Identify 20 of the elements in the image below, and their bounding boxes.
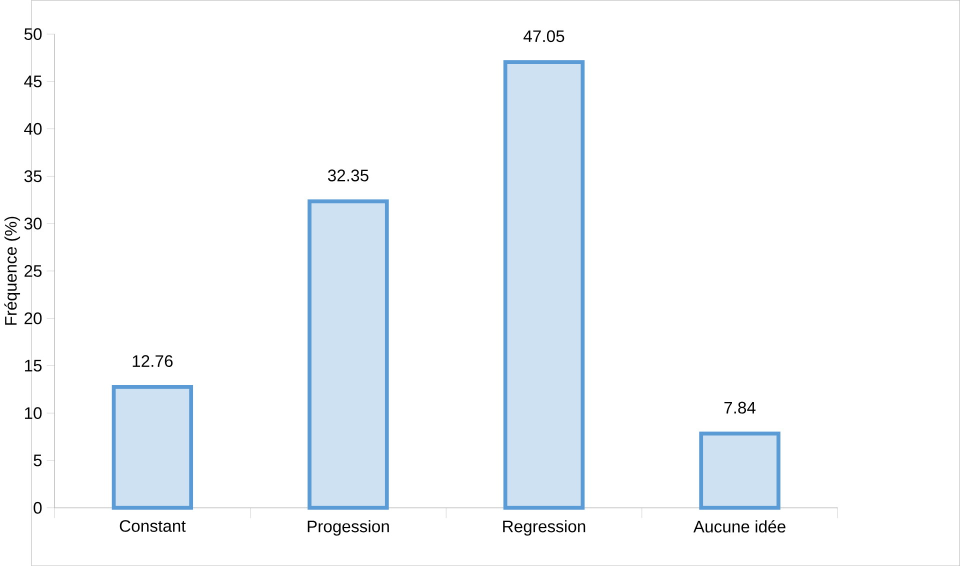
data-label: 12.76 — [132, 355, 173, 367]
y-tick-label: 0 — [34, 502, 42, 514]
data-label: 32.35 — [328, 170, 368, 182]
x-tick-label: Constant — [120, 520, 186, 532]
y-tick-label: 5 — [34, 454, 42, 466]
data-label: 47.05 — [523, 30, 564, 42]
y-tick-label: 35 — [24, 170, 42, 182]
y-tick-label: 30 — [24, 218, 42, 230]
y-tick-label: 40 — [24, 122, 42, 135]
data-label: 7.84 — [724, 402, 756, 414]
y-tick-label: 15 — [24, 360, 42, 372]
x-tick-label: Progession — [308, 520, 389, 536]
y-tick-label: 50 — [24, 28, 42, 40]
y-tick-label: 45 — [24, 76, 42, 88]
y-axis-title: Fréquence (%) — [4, 216, 20, 325]
x-tick-label: Aucune idée — [693, 520, 786, 532]
y-tick-label: 10 — [24, 407, 42, 419]
x-tick-label: Regression — [503, 520, 586, 536]
y-tick-label: 20 — [24, 312, 42, 324]
y-tick-label: 25 — [24, 265, 42, 277]
